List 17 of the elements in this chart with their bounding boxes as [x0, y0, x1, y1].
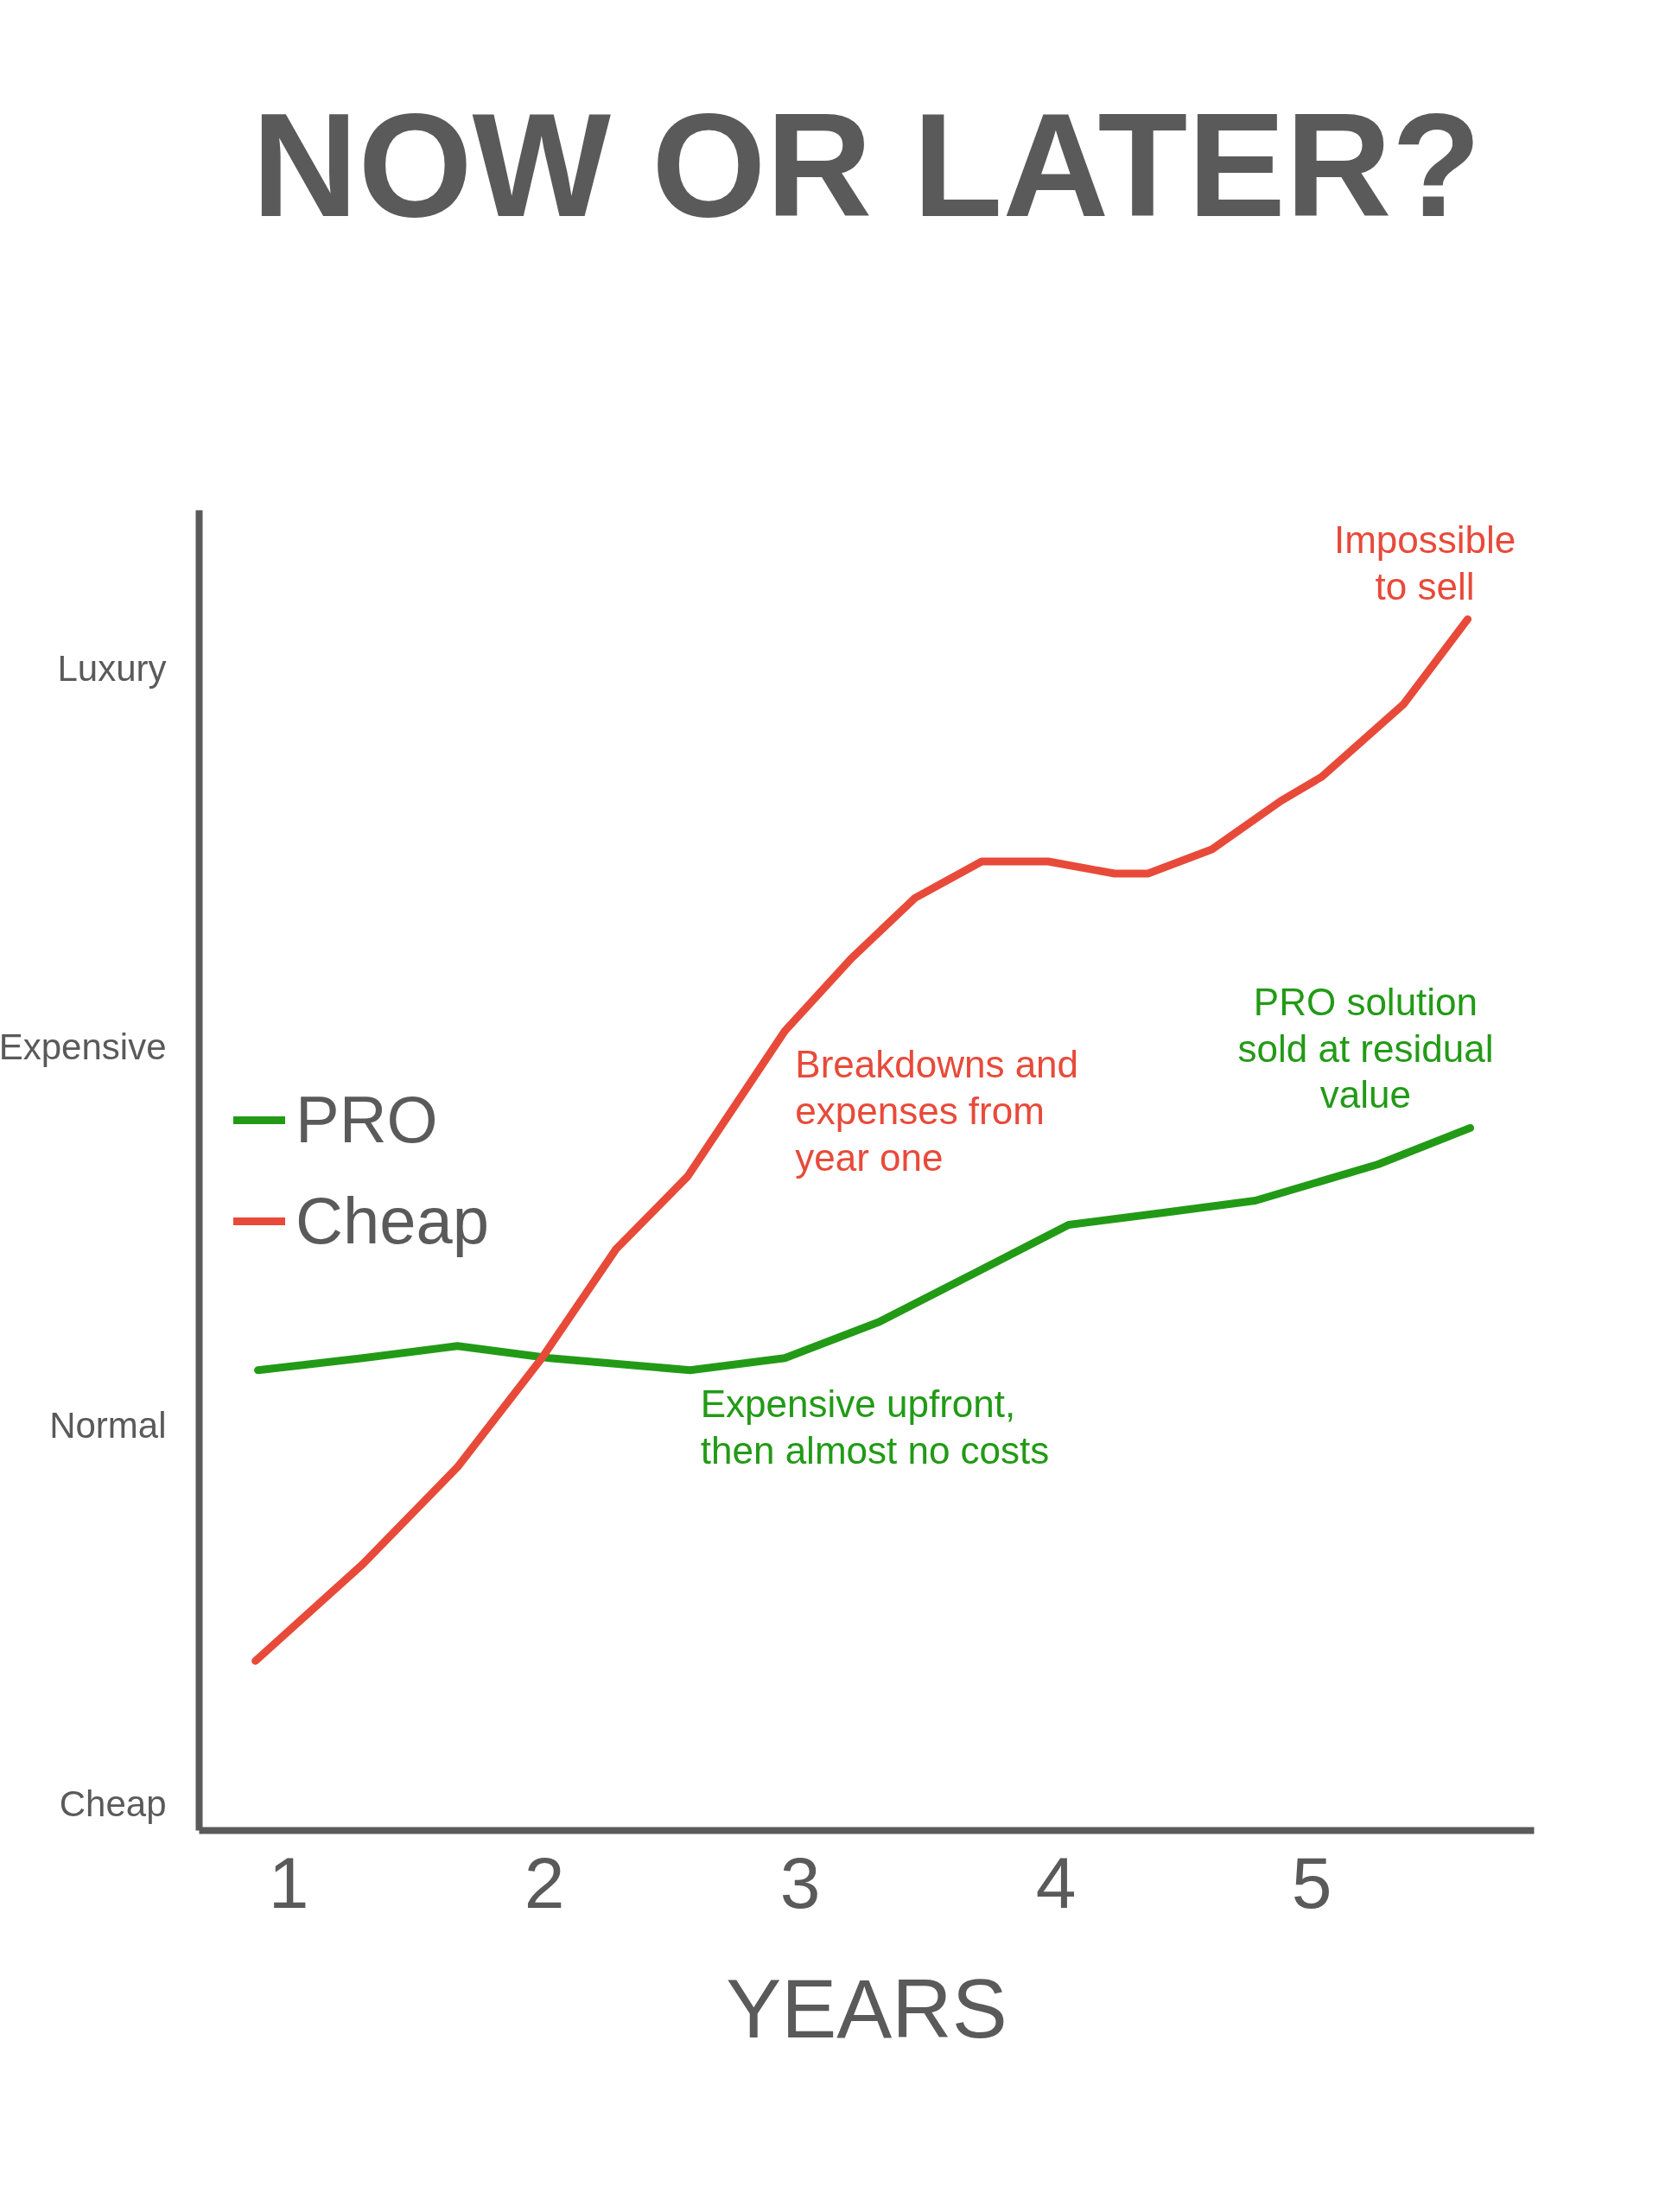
annotation: Breakdowns and expenses from year one — [795, 1043, 1079, 1179]
text: Cheap — [59, 1783, 167, 1825]
x-tick-label: 3 — [779, 1841, 821, 1923]
annotation: Expensive upfront, then almost no costs — [700, 1382, 1050, 1471]
annotation: PRO solution sold at residual value — [1237, 980, 1494, 1116]
x-tick-label: 1 — [268, 1841, 309, 1923]
text: Expensive — [0, 1027, 167, 1068]
text: Normal — [49, 1405, 167, 1446]
text: Luxury — [57, 648, 167, 690]
legend-label: Cheap — [296, 1183, 489, 1258]
legend-label: PRO — [296, 1082, 438, 1157]
x-tick-label: 4 — [1035, 1841, 1077, 1923]
x-axis-title: YEARS — [726, 1961, 1007, 2055]
chart-title: NOW OR LATER? — [251, 82, 1482, 247]
annotation: Impossible to sell — [1333, 518, 1516, 607]
x-tick-label: 5 — [1291, 1841, 1332, 1923]
x-tick-label: 2 — [524, 1841, 565, 1923]
